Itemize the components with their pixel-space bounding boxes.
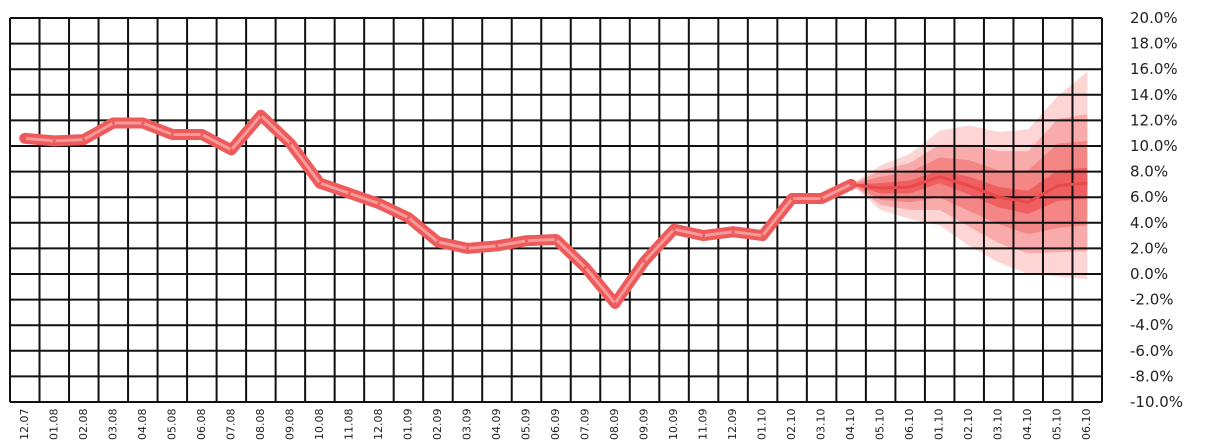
data-point bbox=[200, 132, 204, 136]
forecast-central-line bbox=[850, 175, 1088, 204]
data-point bbox=[761, 234, 765, 238]
y-tick-label: 20.0% bbox=[1130, 9, 1178, 27]
data-point bbox=[170, 132, 174, 136]
x-tick-label: 08.09 bbox=[608, 409, 621, 441]
x-tick-label: 06.09 bbox=[549, 409, 562, 441]
y-tick-label: 2.0% bbox=[1130, 239, 1168, 257]
x-tick-label: 02.10 bbox=[785, 409, 798, 441]
y-tick-label: 16.0% bbox=[1130, 60, 1178, 78]
x-tick-label: 06.10 bbox=[1080, 409, 1093, 441]
data-point bbox=[111, 121, 115, 125]
y-tick-label: -6.0% bbox=[1130, 342, 1174, 360]
x-tick-label: 03.10 bbox=[992, 409, 1005, 440]
data-point bbox=[702, 234, 706, 238]
x-tick-label: 07.09 bbox=[579, 409, 592, 441]
x-tick-label: 02.09 bbox=[431, 409, 444, 441]
data-point bbox=[790, 196, 794, 200]
x-tick-label: 10.08 bbox=[313, 409, 326, 441]
x-tick-label: 12.09 bbox=[726, 409, 739, 441]
data-point bbox=[495, 244, 499, 248]
x-axis-ticks: 12.07 01.08 02.08 03.08 04.08 05.08 06.08 07.08… bbox=[18, 409, 1093, 441]
x-tick-label: 03.10 bbox=[815, 409, 828, 441]
x-tick-label: 05.09 bbox=[519, 409, 532, 441]
data-point bbox=[406, 216, 410, 220]
x-tick-label: 03.08 bbox=[106, 409, 119, 441]
data-point bbox=[52, 139, 56, 143]
x-tick-label: 05.10 bbox=[1051, 409, 1064, 441]
y-tick-label: 4.0% bbox=[1130, 214, 1168, 232]
y-tick-label: -2.0% bbox=[1130, 291, 1174, 309]
x-tick-label: 07.08 bbox=[224, 409, 237, 441]
y-tick-label: 10.0% bbox=[1130, 137, 1178, 155]
data-point bbox=[613, 301, 617, 305]
x-tick-label: 04.08 bbox=[136, 409, 149, 441]
y-tick-label: 6.0% bbox=[1130, 188, 1168, 206]
data-point bbox=[584, 266, 588, 270]
data-point bbox=[259, 113, 263, 117]
x-tick-label: 10.09 bbox=[667, 409, 680, 441]
data-point bbox=[643, 259, 647, 263]
x-tick-label: 01.10 bbox=[756, 409, 769, 441]
x-tick-label: 06.08 bbox=[195, 409, 208, 441]
data-point bbox=[436, 240, 440, 244]
y-tick-label: -8.0% bbox=[1130, 367, 1174, 385]
x-tick-label: 11.09 bbox=[697, 409, 710, 441]
x-tick-label: 09.08 bbox=[283, 409, 296, 441]
x-tick-label: 05.08 bbox=[165, 409, 178, 441]
x-tick-label: 04.10 bbox=[1021, 409, 1034, 441]
data-point bbox=[141, 121, 145, 125]
x-tick-label: 01.09 bbox=[401, 409, 414, 441]
x-tick-label: 03.09 bbox=[460, 409, 473, 441]
x-tick-label: 08.08 bbox=[254, 409, 267, 441]
data-point bbox=[465, 246, 469, 250]
x-tick-label: 05.10 bbox=[874, 409, 887, 441]
y-tick-label: 18.0% bbox=[1130, 35, 1178, 53]
x-tick-label: 11.08 bbox=[342, 409, 355, 441]
y-tick-label: -4.0% bbox=[1130, 316, 1174, 334]
x-tick-label: 01.10 bbox=[933, 409, 946, 441]
y-tick-label: 8.0% bbox=[1130, 163, 1168, 181]
series-lines bbox=[19, 109, 1088, 309]
y-tick-label: 14.0% bbox=[1130, 86, 1178, 104]
data-point bbox=[288, 141, 292, 145]
data-point bbox=[820, 196, 824, 200]
x-tick-label: 04.10 bbox=[844, 409, 857, 441]
y-tick-label: -10.0% bbox=[1130, 393, 1183, 411]
data-point bbox=[524, 239, 528, 243]
x-tick-label: 04.09 bbox=[490, 409, 503, 441]
x-tick-label: 12.08 bbox=[372, 409, 385, 441]
data-point bbox=[347, 191, 351, 195]
x-tick-label: 01.08 bbox=[47, 409, 60, 441]
data-point bbox=[731, 230, 735, 234]
x-tick-label: 12.07 bbox=[18, 409, 31, 441]
y-tick-label: 0.0% bbox=[1130, 265, 1168, 283]
grid-lines bbox=[9, 17, 1103, 403]
data-point bbox=[554, 237, 558, 241]
x-tick-label: 06.10 bbox=[903, 409, 916, 441]
data-point bbox=[229, 148, 233, 152]
y-axis-ticks: 20.0% 18.0% 16.0% 14.0% 12.0% 10.0% 8.0% 6.0% 4.… bbox=[1130, 9, 1183, 411]
data-point bbox=[849, 182, 853, 186]
x-tick-label: 02.10 bbox=[962, 409, 975, 441]
data-point bbox=[23, 136, 27, 140]
data-point bbox=[377, 202, 381, 206]
x-tick-label: 09.09 bbox=[638, 409, 651, 441]
data-point bbox=[318, 181, 322, 185]
y-tick-label: 12.0% bbox=[1130, 111, 1178, 129]
data-point bbox=[672, 227, 676, 231]
data-point bbox=[82, 138, 86, 142]
x-tick-label: 02.08 bbox=[77, 409, 90, 441]
